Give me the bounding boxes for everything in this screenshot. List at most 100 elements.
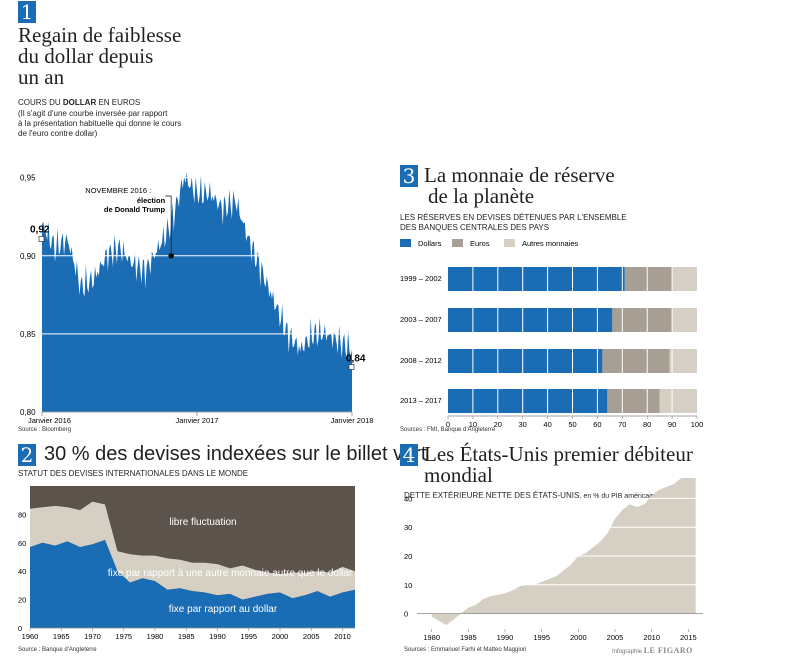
bar-segment [669, 349, 697, 373]
panel1-subtitle: COURS DU DOLLAR EN EUROS [18, 98, 140, 108]
y-tick-label: 0,80 [20, 408, 36, 417]
legend-swatch [400, 239, 411, 247]
panel3-subtitle-line: DES BANQUES CENTRALES DES PAYS [400, 223, 550, 232]
dollar-euro-area [42, 172, 352, 412]
panel4-source: Sources : Emmanuel Farhi et Matteo Maggi… [404, 647, 527, 653]
bar-segment [672, 267, 697, 291]
x-tick-label: 1990 [209, 632, 226, 641]
panel2-source: Source : Banque d'Angleterre [18, 647, 97, 653]
y-tick-label: 40 [18, 567, 26, 576]
y-tick-label: 0 [18, 624, 22, 633]
x-tick-label: 10 [469, 420, 477, 429]
x-tick-label: 2000 [570, 633, 587, 642]
x-tick-label: 2010 [643, 633, 660, 642]
x-tick-label: 1985 [178, 632, 195, 641]
annotation-text: NOVEMBRE 2016 : [85, 186, 151, 195]
legend-swatch [452, 239, 463, 247]
credit: Infographie LE FIGARO [612, 646, 693, 655]
y-tick-label: 10 [404, 581, 412, 590]
x-tick-label: 90 [668, 420, 676, 429]
us-debt-area [431, 478, 696, 626]
category-label: 2008 – 2012 [400, 356, 442, 365]
y-tick-label: 0,95 [20, 174, 36, 183]
y-tick-label: 80 [18, 510, 26, 519]
y-tick-label: 30 [404, 523, 412, 532]
panel3-number: 3 [400, 165, 418, 187]
panel1-note-line: (Il s'agit d'une courbe inversée par rap… [18, 109, 168, 118]
bar-segment [602, 349, 670, 373]
start-value-label: 0,92 [30, 225, 50, 236]
bar-segment [448, 267, 625, 291]
category-label: 1999 – 2002 [400, 274, 442, 283]
panel1-subtitle-post: EN EUROS [96, 98, 141, 107]
legend-swatch [504, 239, 515, 247]
x-tick-label: 1990 [497, 633, 514, 642]
panel3-source: Sources : FMI, Banque d'Angleterre [400, 427, 496, 433]
le-figaro-logo: LE FIGARO [643, 646, 693, 655]
x-tick-label: 1960 [22, 632, 39, 641]
bar-segment [659, 389, 697, 413]
panel4-subtitle: DETTE EXTÉRIEURE NETTE DES ÉTATS-UNIS, e… [404, 491, 655, 502]
annotation-text: de Donald Trump [104, 205, 166, 214]
bar-segment [448, 349, 603, 373]
panel1-note-line: à la présentation habituelle qui donne l… [18, 119, 182, 128]
area-fixe-dollar [30, 540, 355, 628]
x-tick-label: 2010 [334, 632, 351, 641]
x-tick-label: 100 [691, 420, 704, 429]
x-tick-label: Janvier 2017 [176, 416, 219, 425]
y-tick-label: 20 [18, 596, 26, 605]
panel3-title-line: de la planète [428, 184, 535, 208]
bar-segment [607, 389, 660, 413]
credit-label: Infographie [612, 649, 643, 655]
bar-segment [448, 389, 608, 413]
panel4-title-line: Les États-Unis premier débiteur [424, 442, 693, 466]
x-tick-label: 1980 [423, 633, 440, 642]
us-debt-chart: 0 10 20 30 40 1980 1985 1990 1995 2000 2005 2010 201… [404, 478, 703, 642]
start-marker [38, 236, 45, 242]
x-tick-label: 1965 [53, 632, 70, 641]
panel2-title: 30 % des devises indexées sur le billet … [44, 443, 427, 465]
panel4-number: 4 [400, 444, 418, 466]
bar-segment [672, 308, 697, 332]
x-tick-label: 20 [494, 420, 502, 429]
legend-label: Autres monnaies [522, 239, 579, 248]
panel3-subtitle-line: LES RÉSERVES EN DEVISES DÉTENUES PAR L'E… [400, 213, 627, 222]
panel1-note: (Il s'agit d'une courbe inversée par rap… [18, 109, 181, 139]
x-tick-label: 40 [543, 420, 551, 429]
x-tick-label: 30 [519, 420, 527, 429]
x-tick-label: 80 [643, 420, 651, 429]
y-tick-label: 20 [404, 552, 412, 561]
x-tick-label: 50 [568, 420, 576, 429]
legend-label: Euros [470, 239, 490, 248]
panel3-subtitle: LES RÉSERVES EN DEVISES DÉTENUES PAR L'E… [400, 213, 627, 233]
y-tick-label: 0,85 [20, 330, 36, 339]
x-tick-label: 0 [446, 420, 450, 429]
panel3-title-line: La monnaie de réserve [424, 163, 615, 187]
x-tick-label: 60 [593, 420, 601, 429]
y-tick-label: 60 [18, 539, 26, 548]
x-tick-label: 1995 [240, 632, 257, 641]
x-tick-label: 2000 [272, 632, 289, 641]
x-tick-label: 1970 [84, 632, 101, 641]
label-fixe-dollar: fixe par rapport au dollar [169, 604, 278, 615]
bar-segment [448, 308, 613, 332]
end-marker [348, 364, 355, 370]
y-tick-label: 0 [404, 610, 408, 619]
panel3-title: La monnaie de réserve de la planète [424, 165, 615, 207]
panel1-subtitle-pre: COURS DU [18, 98, 63, 107]
label-libre-fluctuation: libre fluctuation [169, 517, 236, 528]
currency-status-chart: 0 20 40 60 80 1960 1965 1970 1975 1980 1985 1990 199… [18, 486, 355, 641]
panel1-title-line: un an [18, 65, 65, 89]
bar-segment [612, 308, 673, 332]
bar-segment [624, 267, 673, 291]
panel1-title-line: du dollar depuis [18, 44, 154, 68]
annotation-dot [168, 252, 174, 259]
x-tick-label: 2005 [607, 633, 624, 642]
x-tick-label: 1985 [460, 633, 477, 642]
x-tick-label: 2015 [680, 633, 697, 642]
end-value-label: 0,84 [346, 354, 366, 365]
panel4-subtitle-unit: en % du PIB américain [581, 493, 655, 500]
x-tick-label: 1975 [115, 632, 132, 641]
panel1-title: Regain de faiblesse du dollar depuis un … [18, 25, 181, 88]
x-tick-label: 1995 [533, 633, 550, 642]
